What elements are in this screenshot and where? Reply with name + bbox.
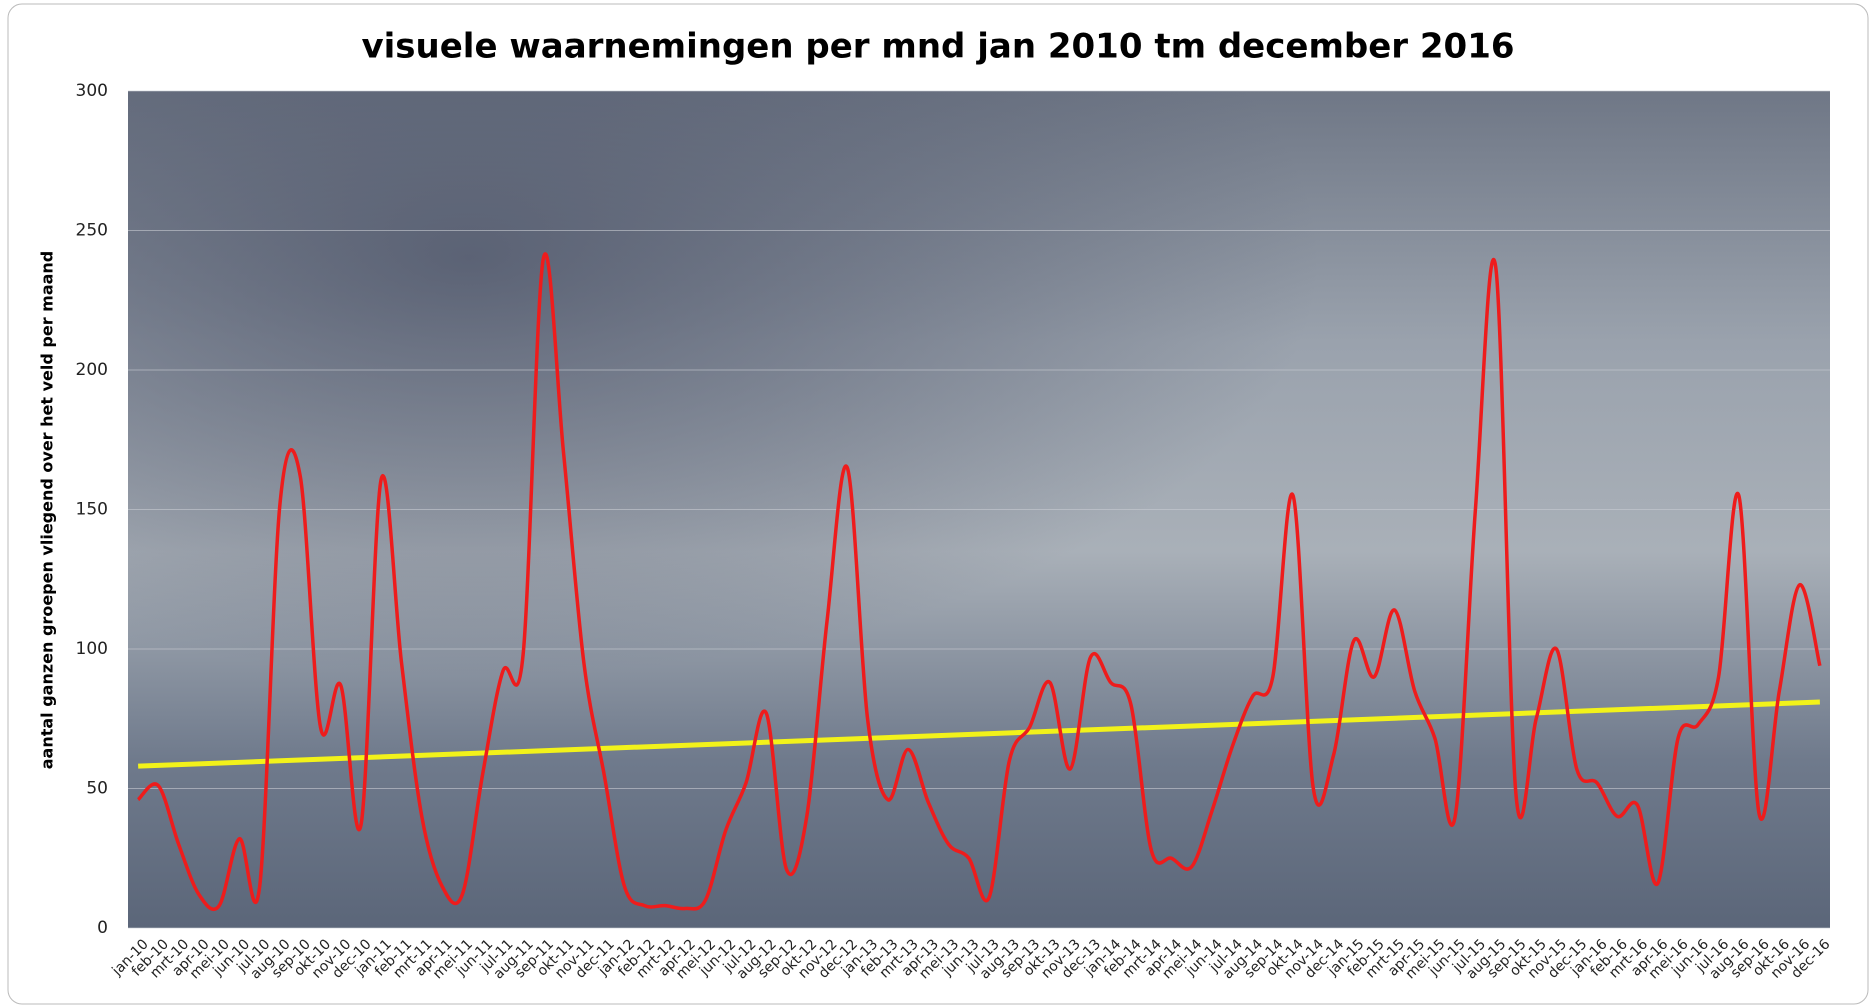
data-line (136, 252, 1822, 912)
y-tick-label: 100 (76, 639, 108, 659)
y-tick-label: 200 (76, 360, 108, 380)
trend-line (138, 699, 1820, 769)
y-tick-label: 300 (76, 81, 108, 101)
y-tick-label: 0 (97, 918, 108, 938)
y-axis-label: aantal ganzen groepen vliegend over het … (38, 251, 57, 770)
y-tick-label: 150 (76, 500, 108, 520)
y-tick-label: 250 (76, 221, 108, 241)
y-tick-label: 50 (86, 779, 108, 799)
chart-title: visuele waarnemingen per mnd jan 2010 tm… (361, 27, 1514, 67)
